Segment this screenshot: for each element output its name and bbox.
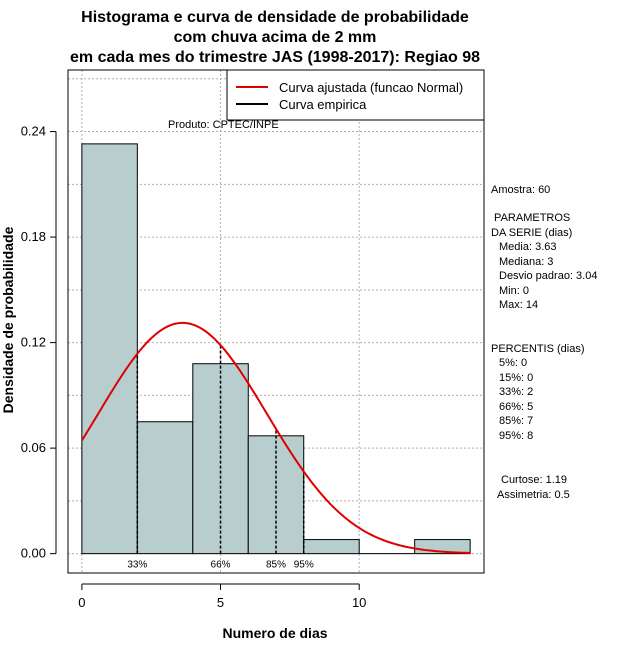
skewness: Assimetria: 0.5 xyxy=(497,489,570,501)
params-title-1: PARAMETROS xyxy=(491,212,570,224)
y-tick-label: 0.24 xyxy=(21,124,46,139)
percentile-66: 66%: 5 xyxy=(499,401,533,413)
x-axis-label: Numero de dias xyxy=(222,625,327,641)
histogram-bar xyxy=(303,539,360,555)
x-tick-label: 5 xyxy=(217,595,224,610)
y-tick-label: 0.12 xyxy=(21,335,46,350)
percentile-label: 85% xyxy=(266,560,286,571)
legend-label-empirical: Curva empirica xyxy=(279,97,367,112)
x-tick-label: 10 xyxy=(352,595,366,610)
percentile-label: 33% xyxy=(127,560,147,571)
y-axis-label: Densidade de probabilidade xyxy=(0,226,16,413)
percentile-85: 85%: 7 xyxy=(499,415,533,427)
percentile-label: 95% xyxy=(294,560,314,571)
chart-title-line-3: em cada mes do trimestre JAS (1998-2017)… xyxy=(70,49,480,66)
percentile-5: 5%: 0 xyxy=(499,357,527,369)
percentile-label: 66% xyxy=(211,560,231,571)
histogram-bar xyxy=(247,435,305,555)
product-credit: Produto: CPTEC/INPE xyxy=(168,119,279,131)
histogram-bar xyxy=(136,421,194,555)
legend-box xyxy=(226,69,485,121)
kurtosis: Curtose: 1.19 xyxy=(501,474,567,486)
param-max: Max: 14 xyxy=(499,299,538,311)
statistics-panel: Amostra: 60 PARAMETROS DA SERIE (dias) M… xyxy=(491,184,597,501)
y-axis: 0.00 0.06 0.12 0.18 0.24 xyxy=(21,124,57,561)
param-mean: Media: 3.63 xyxy=(499,241,556,253)
y-tick-label: 0.06 xyxy=(21,440,46,455)
legend: Curva ajustada (funcao Normal) Curva emp… xyxy=(226,69,485,121)
percentiles-title: PERCENTIS (dias) xyxy=(491,343,585,355)
normal-fit-curve xyxy=(81,321,471,554)
x-axis: 0 5 10 xyxy=(78,583,366,610)
sample-size: Amostra: 60 xyxy=(491,184,550,196)
y-tick-label: 0.18 xyxy=(21,229,46,244)
chart-title-line-2: com chuva acima de 2 mm xyxy=(174,29,377,46)
x-tick-label: 0 xyxy=(78,595,85,610)
y-tick-label: 0.00 xyxy=(21,546,46,561)
params-title-2: DA SERIE (dias) xyxy=(491,227,572,239)
legend-label-normal: Curva ajustada (funcao Normal) xyxy=(279,80,463,95)
percentile-95: 95%: 8 xyxy=(499,430,533,442)
histogram-bar xyxy=(81,143,138,555)
chart-title-line-1: Histograma e curva de densidade de proba… xyxy=(81,9,469,26)
histogram-bars xyxy=(81,143,471,555)
percentile-15: 15%: 0 xyxy=(499,372,533,384)
param-min: Min: 0 xyxy=(499,285,529,297)
param-median: Mediana: 3 xyxy=(499,256,553,268)
percentile-lines: 33% 66% 85% 95% xyxy=(127,345,314,571)
percentile-33: 33%: 2 xyxy=(499,386,533,398)
param-sd: Desvio padrao: 3.04 xyxy=(499,270,597,282)
